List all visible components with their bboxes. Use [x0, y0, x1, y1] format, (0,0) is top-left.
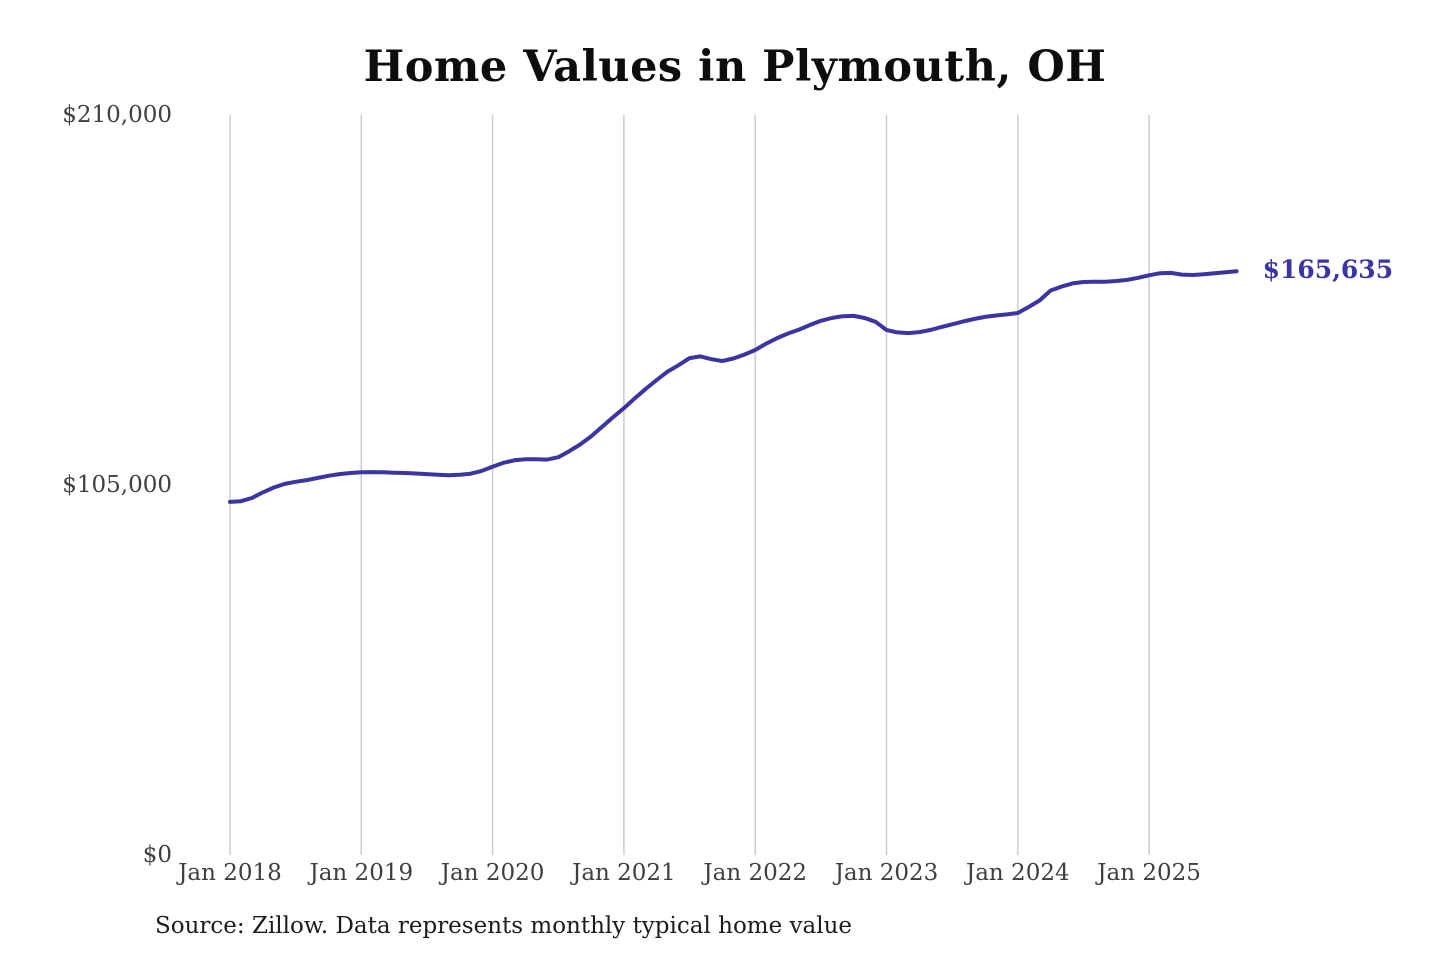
x-tick-label: Jan 2021	[572, 860, 676, 886]
end-value-label: $165,635	[1262, 255, 1394, 285]
x-tick-label: Jan 2022	[703, 860, 807, 886]
chart-title: Home Values in Plymouth, OH	[363, 42, 1107, 92]
x-tick-label: Jan 2019	[309, 860, 414, 886]
source-note: Source: Zillow. Data represents monthly …	[155, 913, 853, 939]
x-tick-label: Jan 2020	[440, 860, 545, 886]
x-tick-label: Jan 2023	[834, 860, 939, 886]
gridlines-group	[229, 115, 1150, 855]
x-tick-label: Jan 2025	[1097, 860, 1201, 886]
x-tick-label: Jan 2018	[178, 860, 282, 886]
x-tick-label: Jan 2024	[966, 860, 1070, 886]
home-value-line	[228, 269, 1239, 504]
y-tick-label: $210,000	[62, 102, 172, 128]
y-tick-label: $0	[142, 842, 172, 868]
y-tick-label: $105,000	[62, 472, 172, 498]
